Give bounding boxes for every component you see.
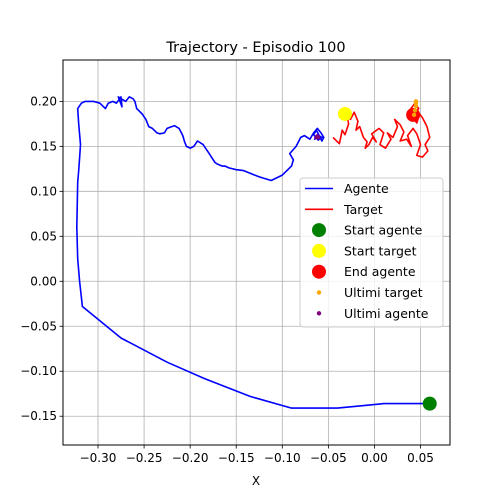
y-tick-label: 0.00 xyxy=(30,274,57,288)
y-tick-label: 0.10 xyxy=(30,184,57,198)
x-tick-label: −0.20 xyxy=(172,451,209,465)
x-tick-label: 0.05 xyxy=(407,451,434,465)
y-tick-label: −0.05 xyxy=(20,319,57,333)
plot-data xyxy=(76,96,437,411)
target-trajectory-line xyxy=(332,102,431,158)
x-tick-label: −0.15 xyxy=(218,451,255,465)
x-tick-label: −0.30 xyxy=(80,451,117,465)
legend-label-ultimi-agente: Ultimi agente xyxy=(344,306,429,321)
legend-box xyxy=(299,177,444,328)
ultimi-target-point xyxy=(413,99,419,104)
agente-trajectory-line xyxy=(76,96,430,409)
legend-swatch-end-agente xyxy=(312,264,326,279)
x-tick-label: −0.05 xyxy=(310,451,347,465)
y-tick-label: 0.05 xyxy=(30,229,57,243)
start-target-marker xyxy=(337,106,352,121)
x-tick-label: −0.10 xyxy=(264,451,301,465)
legend-label-start-target: Start target xyxy=(344,243,417,258)
chart-title: Trajectory - Episodio 100 xyxy=(165,40,345,56)
y-tick-label: −0.10 xyxy=(20,364,57,378)
x-tick-label: −0.25 xyxy=(126,451,163,465)
legend-swatch-ultimi-target xyxy=(316,290,322,295)
legend-swatch-start-target xyxy=(312,243,326,258)
legend-label-start-agente: Start agente xyxy=(344,223,423,238)
start-agente-marker xyxy=(422,396,437,411)
y-tick-label: −0.15 xyxy=(20,409,57,423)
legend-swatch-ultimi-agente xyxy=(316,311,322,316)
x-tick-label: 0.00 xyxy=(361,451,388,465)
legend-label-end-agente: End agente xyxy=(344,264,416,279)
plot-area-frame xyxy=(62,59,451,446)
ultimi-target-point xyxy=(411,112,417,118)
legend-swatch-start-agente xyxy=(312,223,326,238)
x-axis-label: X xyxy=(252,474,260,488)
ultimi-target-point xyxy=(412,108,418,113)
legend-label-target: Target xyxy=(343,202,383,217)
y-tick-label: 0.20 xyxy=(30,94,57,108)
ultimi-agente-point xyxy=(314,135,319,140)
axis-ticks: −0.30 −0.25 −0.20 −0.15 −0.10 −0.05 0.00 0.05 −0… xyxy=(20,94,434,465)
y-tick-label: 0.15 xyxy=(30,139,57,153)
legend-label-agente: Agente xyxy=(344,181,389,196)
legend-label-ultimi-target: Ultimi target xyxy=(344,285,423,300)
legend: Agente Target Start agente Start target End … xyxy=(299,177,444,328)
